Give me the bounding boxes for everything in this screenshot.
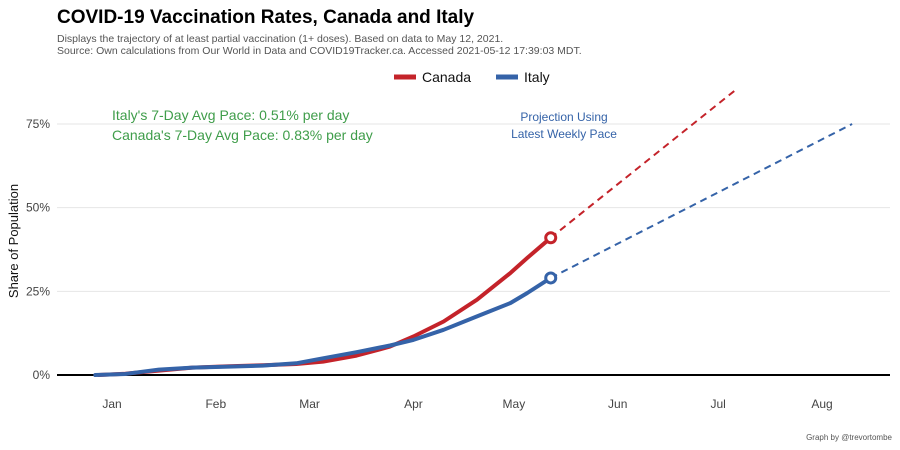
x-tick-labels: Jan Feb Mar Apr May Jun Jul Aug bbox=[102, 397, 832, 411]
legend: Canada Italy bbox=[394, 69, 550, 85]
canada-projection-line bbox=[550, 89, 736, 239]
x-tick-label: May bbox=[503, 397, 526, 411]
legend-italy-label: Italy bbox=[524, 69, 550, 85]
y-axis-label: Share of Population bbox=[6, 184, 21, 298]
canada-latest-point bbox=[544, 231, 558, 245]
legend-canada-label: Canada bbox=[422, 69, 471, 85]
y-tick-label: 50% bbox=[26, 201, 50, 215]
italy-latest-point bbox=[544, 271, 558, 285]
x-tick-label: Aug bbox=[811, 397, 832, 411]
graph-credit: Graph by @trevortombe bbox=[806, 433, 892, 442]
canada-pace-annotation: Canada's 7-Day Avg Pace: 0.83% per day bbox=[112, 127, 373, 143]
canada-series-line bbox=[96, 235, 553, 377]
chart-subtitle-line-1: Displays the trajectory of at least part… bbox=[57, 33, 503, 45]
x-tick-label: Jul bbox=[711, 397, 726, 411]
y-gridlines bbox=[57, 123, 890, 292]
x-tick-label: Jan bbox=[102, 397, 121, 411]
projection-annotation-line-2: Latest Weekly Pace bbox=[511, 127, 617, 141]
italy-pace-annotation: Italy's 7-Day Avg Pace: 0.51% per day bbox=[112, 107, 349, 123]
y-tick-label: 75% bbox=[26, 117, 50, 131]
y-tick-labels: 0% 25% 50% 75% bbox=[26, 117, 50, 382]
y-tick-label: 25% bbox=[26, 284, 50, 298]
italy-projection-line bbox=[550, 123, 853, 279]
x-tick-label: Jun bbox=[608, 397, 627, 411]
chart-title: COVID-19 Vaccination Rates, Canada and I… bbox=[57, 7, 475, 28]
italy-series-line bbox=[93, 275, 553, 377]
series-layer bbox=[93, 89, 853, 377]
x-tick-label: Mar bbox=[299, 397, 320, 411]
x-tick-label: Feb bbox=[205, 397, 226, 411]
projection-annotation-line-1: Projection Using bbox=[520, 110, 607, 124]
y-tick-label: 0% bbox=[33, 368, 51, 382]
x-tick-label: Apr bbox=[404, 397, 423, 411]
chart-subtitle-line-2: Source: Own calculations from Our World … bbox=[57, 45, 582, 57]
